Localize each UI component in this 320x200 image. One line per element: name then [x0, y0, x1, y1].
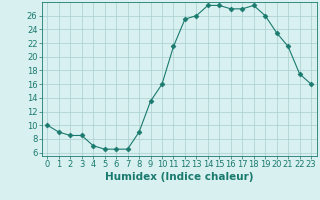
X-axis label: Humidex (Indice chaleur): Humidex (Indice chaleur)	[105, 172, 253, 182]
